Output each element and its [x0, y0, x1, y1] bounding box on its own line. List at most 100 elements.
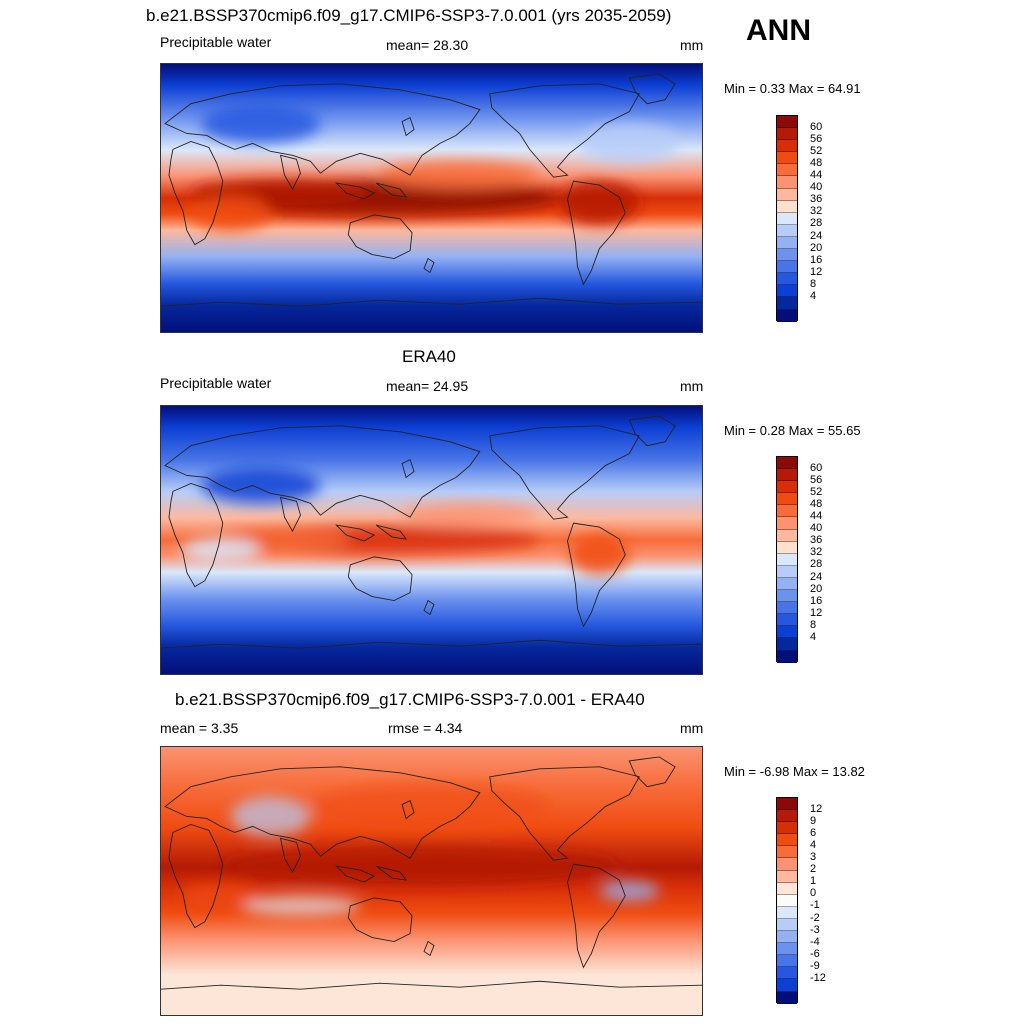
panel1-units-label: mm	[680, 37, 704, 53]
colorbar-tick-label: 56	[810, 132, 823, 145]
colorbar-swatch	[777, 297, 797, 310]
panel1-mean-label: mean= 28.30	[386, 37, 469, 53]
panel3-title: b.e21.BSSP370cmip6.f09_g17.CMIP6-SSP3-7.…	[175, 690, 645, 709]
colorbar-swatch	[777, 614, 797, 627]
colorbar-swatch	[777, 626, 797, 639]
colorbar-tick-label: 40	[810, 181, 823, 194]
panel3-minmax: Min = -6.98 Max = 13.82	[724, 764, 865, 779]
colorbar-tick-label: 4	[810, 631, 817, 643]
colorbar-tick-label: -3	[810, 923, 820, 936]
colorbar-tick-label: 60	[810, 120, 823, 133]
colorbar-swatch	[777, 529, 797, 542]
colorbar-tick-label: -1	[810, 899, 820, 912]
colorbar-swatch	[777, 188, 797, 201]
colorbar-swatch	[777, 565, 797, 578]
panel2-mean-label: mean= 24.95	[386, 378, 469, 394]
colorbar-swatch	[777, 882, 797, 895]
colorbar-tick-label: 2	[810, 863, 817, 876]
panel2-map	[160, 405, 703, 675]
colorbar-swatch	[777, 200, 797, 213]
colorbar-tick-label: 36	[810, 193, 823, 206]
colorbar-swatch	[777, 955, 797, 968]
colorbar-swatch	[777, 481, 797, 494]
colorbar-swatch	[777, 541, 797, 554]
colorbar-swatch	[777, 553, 797, 566]
panel3-colorbar	[776, 797, 798, 1004]
colorbar-tick-label: 12	[810, 802, 823, 815]
colorbar-tick-label: 20	[810, 241, 823, 254]
colorbar-swatch	[777, 870, 797, 883]
colorbar-tick-label: 40	[810, 522, 823, 535]
colorbar-swatch	[777, 493, 797, 506]
colorbar-swatch	[777, 943, 797, 956]
colorbar-swatch	[777, 822, 797, 835]
colorbar-swatch	[777, 906, 797, 919]
colorbar-swatch	[777, 285, 797, 298]
colorbar-tick-label: 44	[810, 510, 823, 522]
panel1-map	[160, 63, 703, 333]
colorbar-swatch	[777, 650, 797, 663]
colorbar-swatch	[777, 577, 797, 591]
colorbar-swatch	[777, 894, 797, 907]
colorbar-tick-label: 12	[810, 606, 823, 619]
colorbar-swatch	[777, 164, 797, 177]
panel2-title: ERA40	[402, 347, 456, 366]
panel3-rmse-label: rmse = 4.34	[388, 720, 463, 736]
colorbar-swatch	[777, 846, 797, 859]
colorbar-swatch	[777, 249, 797, 262]
panel1-colorbar	[776, 115, 798, 322]
season-label: ANN	[746, 14, 811, 47]
colorbar-tick-label: 8	[810, 277, 817, 290]
colorbar-tick-label: 24	[810, 229, 823, 242]
colorbar-swatch	[777, 517, 797, 530]
colorbar-tick-label: 24	[810, 570, 823, 583]
colorbar-swatch	[777, 224, 797, 237]
colorbar-tick-label: 28	[810, 558, 823, 571]
panel3-units-label: mm	[680, 720, 704, 736]
colorbar-tick-label: 12	[810, 265, 823, 278]
colorbar-swatch	[777, 967, 797, 980]
colorbar-swatch	[777, 236, 797, 250]
colorbar-swatch	[777, 991, 797, 1004]
colorbar-tick-label: 4	[810, 838, 817, 851]
colorbar-swatch	[777, 918, 797, 932]
figure-title: b.e21.BSSP370cmip6.f09_g17.CMIP6-SSP3-7.…	[146, 6, 672, 25]
colorbar-tick-label: 16	[810, 594, 823, 607]
colorbar-tick-label: 0	[810, 887, 817, 900]
colorbar-tick-label: 44	[810, 169, 823, 181]
colorbar-tick-label: 6	[810, 826, 817, 839]
colorbar-swatch	[777, 140, 797, 153]
panel3-mean-label: mean = 3.35	[160, 720, 239, 736]
colorbar-tick-label: 8	[810, 618, 817, 631]
colorbar-tick-label: 16	[810, 253, 823, 266]
colorbar-tick-label: 52	[810, 485, 823, 498]
colorbar-swatch	[777, 810, 797, 823]
panel2-variable-label: Precipitable water	[160, 375, 272, 391]
panel2-minmax: Min = 0.28 Max = 55.65	[724, 423, 861, 438]
colorbar-tick-label: 28	[810, 217, 823, 230]
colorbar-tick-label: -12	[810, 972, 826, 984]
colorbar-swatch	[777, 128, 797, 141]
colorbar-tick-label: 32	[810, 546, 823, 559]
colorbar-swatch	[777, 152, 797, 165]
colorbar-tick-label: 52	[810, 144, 823, 157]
colorbar-tick-label: -2	[810, 911, 820, 924]
colorbar-swatch	[777, 858, 797, 871]
colorbar-swatch	[777, 979, 797, 992]
colorbar-swatch	[777, 309, 797, 322]
colorbar-tick-label: 36	[810, 534, 823, 547]
colorbar-swatch	[777, 638, 797, 651]
colorbar-swatch	[777, 212, 797, 225]
colorbar-tick-label: 4	[810, 290, 817, 302]
colorbar-tick-label: 60	[810, 461, 823, 474]
colorbar-swatch	[777, 798, 797, 811]
colorbar-tick-label: 32	[810, 205, 823, 218]
colorbar-swatch	[777, 505, 797, 518]
colorbar-swatch	[777, 469, 797, 482]
colorbar-tick-label: 9	[810, 814, 817, 827]
colorbar-swatch	[777, 116, 797, 129]
colorbar-tick-label: 48	[810, 156, 823, 169]
colorbar-swatch	[777, 602, 797, 615]
colorbar-tick-label: 48	[810, 497, 823, 510]
colorbar-tick-label: 1	[810, 875, 817, 888]
